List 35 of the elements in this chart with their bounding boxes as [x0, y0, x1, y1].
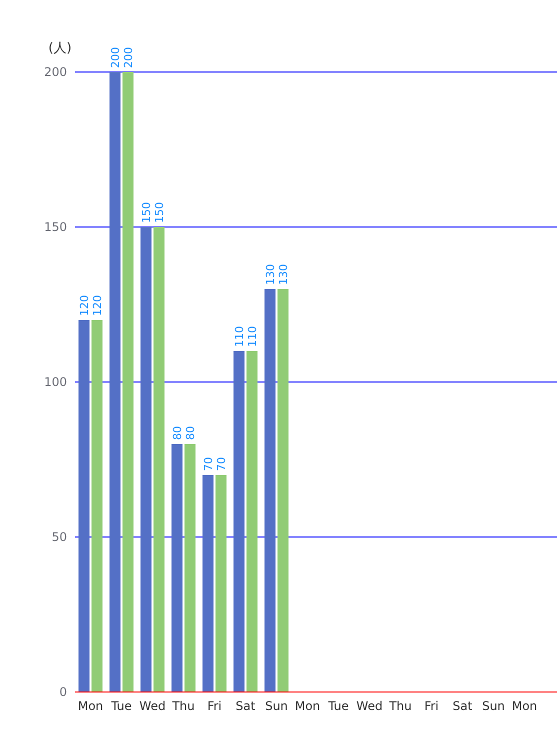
- y-tick-label: 0: [59, 685, 67, 699]
- x-tick-label: Mon: [78, 699, 104, 713]
- data-label: 70: [215, 457, 228, 471]
- data-label: 80: [171, 426, 184, 440]
- y-tick-label: 150: [44, 220, 67, 234]
- x-tick-label: Wed: [139, 699, 166, 713]
- data-label: 120: [91, 295, 104, 316]
- y-tick-label: 100: [44, 375, 67, 389]
- data-label: 110: [246, 326, 259, 347]
- data-label: 110: [233, 326, 246, 347]
- y-tick-label: 200: [44, 65, 67, 79]
- x-tick-label: Sun: [265, 699, 288, 713]
- x-tick-label: Tue: [110, 699, 132, 713]
- data-label: 130: [277, 264, 290, 285]
- data-label: 200: [122, 47, 135, 68]
- x-tick-label: Sat: [236, 699, 256, 713]
- data-label: 130: [264, 264, 277, 285]
- x-tick-label: Sun: [482, 699, 505, 713]
- x-tick-label: Fri: [424, 699, 439, 713]
- x-tick-label: Mon: [294, 699, 320, 713]
- y-tick-label: 50: [52, 530, 67, 544]
- x-tick-label: Wed: [356, 699, 383, 713]
- data-label: 120: [78, 295, 91, 316]
- data-label: 150: [140, 202, 153, 223]
- x-tick-label: Thu: [388, 699, 412, 713]
- x-tick-label: Mon: [512, 699, 538, 713]
- x-tick-label: Sat: [452, 699, 473, 713]
- data-label: 200: [109, 47, 122, 68]
- x-tick-label: Thu: [171, 699, 195, 713]
- data-label: 80: [184, 426, 197, 440]
- data-label: 150: [153, 202, 166, 223]
- y-axis-title: (人): [48, 41, 72, 56]
- x-tick-label: Fri: [207, 699, 222, 713]
- x-tick-label: Tue: [327, 699, 349, 713]
- data-label: 70: [202, 457, 215, 471]
